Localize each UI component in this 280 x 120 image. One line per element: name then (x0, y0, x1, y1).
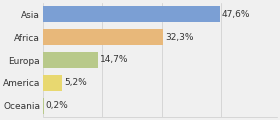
Text: 47,6%: 47,6% (222, 10, 250, 19)
Text: 0,2%: 0,2% (46, 101, 68, 110)
Bar (43, 29, 163, 45)
Text: 32,3%: 32,3% (165, 33, 193, 42)
Text: 14,7%: 14,7% (99, 55, 128, 64)
Bar (43, 75, 62, 91)
Bar (43, 98, 44, 114)
Bar (43, 6, 220, 22)
Text: 5,2%: 5,2% (64, 78, 87, 87)
Bar (43, 52, 98, 68)
